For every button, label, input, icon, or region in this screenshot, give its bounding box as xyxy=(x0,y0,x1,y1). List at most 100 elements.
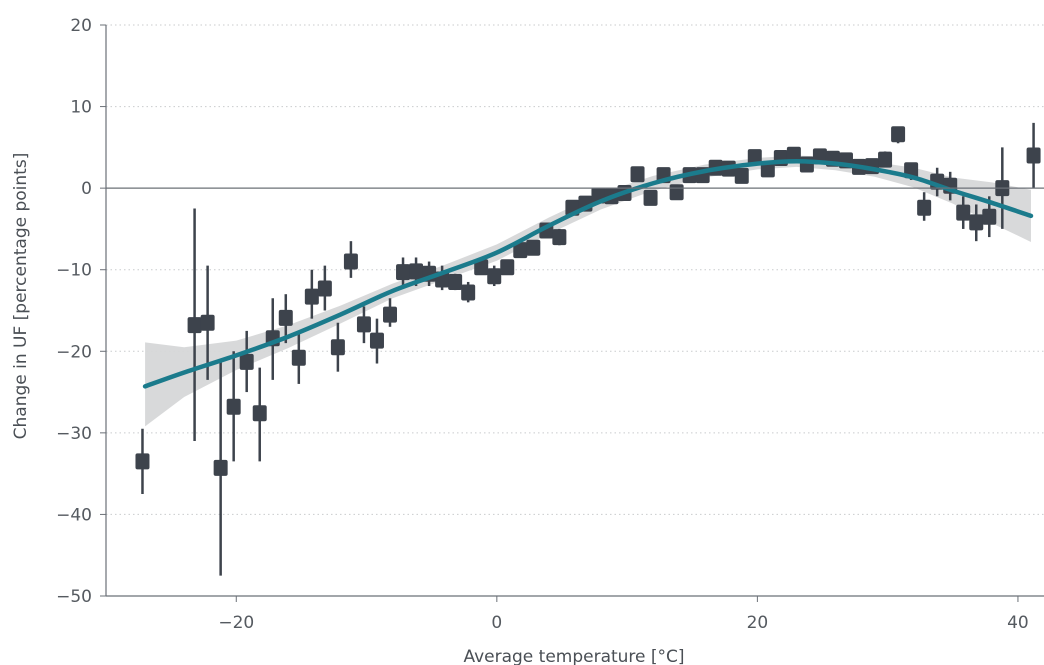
point-marker xyxy=(200,314,215,331)
data-point xyxy=(799,156,814,173)
point-marker xyxy=(734,167,749,184)
point-marker xyxy=(330,339,345,356)
data-point xyxy=(317,265,332,311)
point-marker xyxy=(513,242,528,259)
point-marker xyxy=(291,349,306,366)
axes xyxy=(105,25,1044,597)
point-marker xyxy=(669,184,684,201)
x-axis-title: Average temperature [°C] xyxy=(463,647,684,665)
y-tick-label: 10 xyxy=(70,98,92,118)
data-point xyxy=(278,294,293,344)
data-point xyxy=(383,298,398,327)
x-tick-label: 0 xyxy=(491,613,502,633)
data-point xyxy=(239,330,254,393)
data-point xyxy=(487,265,502,287)
point-marker xyxy=(747,149,762,166)
data-point xyxy=(396,257,411,287)
point-marker xyxy=(252,405,267,422)
tick-labels: 20 10 0 −10 −20 −30 −40 −50 −20 0 20 40 xyxy=(56,16,1029,633)
fit-curve-group xyxy=(142,158,1034,389)
fit-curve xyxy=(142,158,1034,389)
point-marker xyxy=(760,161,775,178)
point-marker xyxy=(343,253,358,270)
data-point xyxy=(526,239,541,256)
gridlines xyxy=(106,24,1044,515)
point-marker xyxy=(239,353,254,370)
data-point xyxy=(461,281,476,303)
data-point xyxy=(630,166,645,183)
y-tick-label: −30 xyxy=(56,424,92,444)
point-marker xyxy=(917,199,932,216)
data-point xyxy=(343,241,358,278)
data-point xyxy=(304,269,319,319)
point-marker xyxy=(799,156,814,173)
point-marker xyxy=(135,453,150,470)
data-point xyxy=(917,192,932,221)
data-point xyxy=(734,167,749,184)
data-point xyxy=(226,351,241,462)
point-marker xyxy=(956,204,971,221)
data-point xyxy=(252,367,267,462)
point-marker xyxy=(369,332,384,349)
y-tick-label: −50 xyxy=(56,587,92,607)
data-point xyxy=(135,428,150,495)
point-marker xyxy=(304,288,319,305)
point-marker xyxy=(278,309,293,326)
data-point xyxy=(474,259,489,276)
point-marker xyxy=(396,264,411,281)
x-tick-label: 40 xyxy=(1007,613,1029,633)
point-marker xyxy=(982,208,997,225)
point-marker xyxy=(526,239,541,256)
x-tick-label: 20 xyxy=(747,613,769,633)
point-marker xyxy=(317,280,332,297)
y-tick-label: 0 xyxy=(81,179,92,199)
point-marker xyxy=(500,259,515,276)
data-point xyxy=(669,184,684,201)
data-point xyxy=(786,146,801,163)
data-point xyxy=(1026,122,1041,189)
point-marker xyxy=(226,398,241,415)
data-point xyxy=(891,126,906,144)
data-point xyxy=(356,306,371,344)
y-tick-label: 20 xyxy=(70,16,92,36)
y-tick-label: −10 xyxy=(56,261,92,281)
point-marker xyxy=(474,259,489,276)
point-marker xyxy=(643,189,658,206)
data-point xyxy=(200,265,215,380)
data-point xyxy=(448,273,463,291)
y-axis-title: Change in UF [percentage points] xyxy=(11,153,31,440)
point-marker xyxy=(213,459,228,476)
data-point xyxy=(747,149,762,166)
data-point xyxy=(643,189,658,206)
data-point xyxy=(552,228,567,246)
data-point xyxy=(369,318,384,364)
point-marker xyxy=(356,316,371,333)
data-point xyxy=(187,208,202,442)
point-marker xyxy=(786,146,801,163)
data-point xyxy=(500,259,515,276)
point-marker xyxy=(969,214,984,231)
x-tick-label: −20 xyxy=(218,613,254,633)
data-point xyxy=(956,196,971,229)
point-marker xyxy=(187,317,202,334)
data-point xyxy=(330,322,345,372)
point-marker xyxy=(878,151,893,168)
point-marker xyxy=(383,306,398,323)
point-marker xyxy=(448,273,463,290)
y-tick-label: −20 xyxy=(56,342,92,362)
point-marker xyxy=(487,268,502,285)
data-point xyxy=(878,151,893,168)
y-tick-label: −40 xyxy=(56,505,92,525)
point-marker xyxy=(461,284,476,301)
point-marker xyxy=(552,229,567,246)
data-point xyxy=(213,359,228,576)
point-marker xyxy=(891,126,906,143)
data-point xyxy=(760,161,775,178)
data-point xyxy=(969,204,984,242)
point-marker xyxy=(630,166,645,183)
data-point xyxy=(513,241,528,259)
point-marker xyxy=(409,263,424,280)
data-point xyxy=(291,330,306,384)
point-marker xyxy=(1026,147,1041,164)
